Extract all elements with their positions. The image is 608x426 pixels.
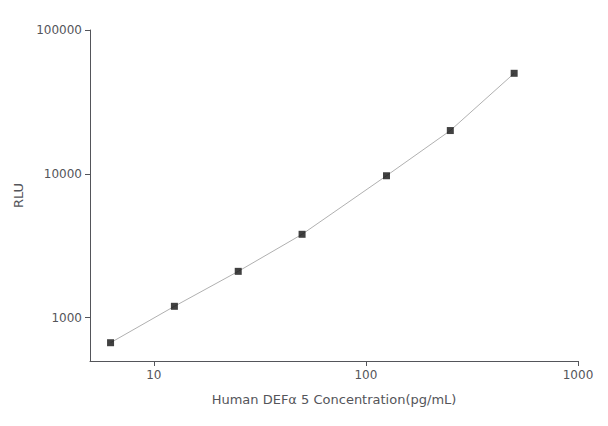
svg-text:10: 10 [146,368,161,382]
svg-text:100000: 100000 [36,23,82,37]
svg-text:1000: 1000 [51,311,82,325]
svg-text:100: 100 [354,368,377,382]
svg-text:Human DEFα 5 Concentration(pg/: Human DEFα 5 Concentration(pg/mL) [212,392,457,407]
svg-text:10000: 10000 [44,167,82,181]
svg-text:1000: 1000 [563,368,594,382]
svg-text:RLU: RLU [11,183,26,208]
